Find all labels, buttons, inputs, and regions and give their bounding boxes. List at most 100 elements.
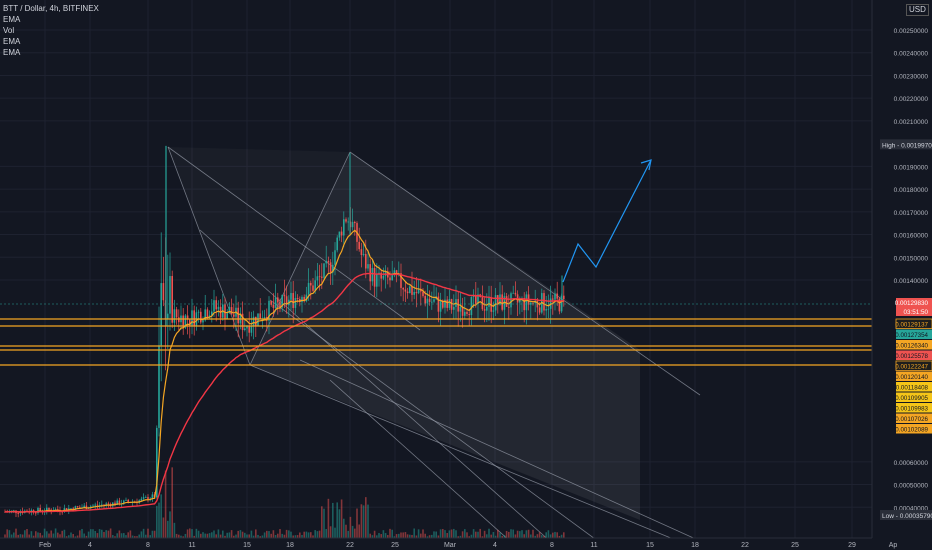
candle-body bbox=[334, 250, 336, 265]
volume-bar bbox=[140, 531, 143, 538]
candle-body bbox=[142, 497, 145, 499]
volume-bar bbox=[167, 520, 169, 538]
volume-bar bbox=[301, 534, 303, 538]
level-price-tag bbox=[896, 403, 932, 413]
candle-body bbox=[554, 293, 556, 300]
volume-bar bbox=[556, 532, 558, 538]
volume-bar bbox=[52, 533, 55, 538]
candle-body bbox=[116, 500, 118, 505]
volume-bar bbox=[13, 532, 15, 538]
indicator-ema-1[interactable]: EMA bbox=[3, 15, 21, 24]
candle-body bbox=[290, 293, 292, 300]
volume-bar bbox=[235, 534, 237, 538]
volume-bar bbox=[182, 536, 184, 538]
time-tick-label: 4 bbox=[493, 542, 497, 549]
volume-bar bbox=[206, 533, 209, 538]
candle-body bbox=[365, 254, 367, 269]
volume-bar bbox=[68, 535, 70, 538]
volume-bar bbox=[230, 530, 233, 538]
time-tick-label: 22 bbox=[346, 542, 354, 549]
candle-body bbox=[393, 270, 396, 276]
candle-body bbox=[70, 508, 72, 510]
symbol-title[interactable]: BTT / Dollar, 4h, BITFINEX bbox=[3, 4, 99, 13]
volume-bar bbox=[186, 529, 189, 538]
volume-bar bbox=[123, 533, 125, 538]
volume-bar bbox=[279, 529, 281, 538]
candle-body bbox=[76, 506, 79, 508]
level-price-label: 0.00109983 bbox=[895, 406, 928, 413]
volume-bar bbox=[426, 536, 429, 538]
volume-bar bbox=[28, 534, 30, 538]
candle-body bbox=[248, 326, 250, 333]
candle-body bbox=[307, 282, 310, 295]
volume-bar bbox=[19, 534, 22, 538]
candle-body bbox=[404, 289, 407, 292]
candle-body bbox=[508, 306, 510, 308]
volume-bar bbox=[76, 535, 79, 538]
candle-body bbox=[428, 298, 431, 302]
volume-bar bbox=[552, 532, 554, 538]
chart-legend: BTT / Dollar, 4h, BITFINEX EMA Vol EMA E… bbox=[3, 3, 99, 58]
volume-bar bbox=[116, 533, 118, 538]
volume-bar bbox=[180, 535, 182, 538]
candle-body bbox=[532, 302, 534, 304]
volume-bar bbox=[103, 531, 105, 538]
volume-bar bbox=[435, 531, 437, 538]
candle-body bbox=[215, 300, 217, 310]
volume-bar bbox=[354, 528, 356, 538]
volume-bar bbox=[563, 532, 565, 538]
volume-bar bbox=[222, 530, 224, 538]
candle-body bbox=[277, 297, 279, 303]
candle-body bbox=[547, 308, 550, 310]
volume-bar bbox=[310, 532, 312, 538]
candle-body bbox=[255, 316, 257, 326]
volume-bar bbox=[37, 532, 39, 538]
candle-body bbox=[424, 296, 426, 304]
volume-bar bbox=[389, 528, 391, 538]
candle-body bbox=[189, 319, 191, 326]
indicator-ema-3[interactable]: EMA bbox=[3, 48, 21, 57]
currency-label[interactable]: USD bbox=[906, 4, 929, 16]
volume-bar bbox=[318, 530, 321, 538]
candle-body bbox=[171, 276, 173, 323]
volume-bar bbox=[516, 530, 519, 538]
countdown-value: 03:51:50 bbox=[903, 309, 928, 316]
price-tick-label: 0.00230000 bbox=[894, 73, 929, 80]
volume-bar bbox=[428, 535, 431, 538]
candle-body bbox=[391, 275, 393, 281]
candle-body bbox=[103, 504, 105, 506]
indicator-ema-2[interactable]: EMA bbox=[3, 37, 21, 46]
volume-bar bbox=[79, 530, 81, 538]
candle-body bbox=[35, 512, 37, 514]
volume-bar bbox=[107, 530, 110, 538]
candle-body bbox=[292, 293, 294, 308]
volume-bar bbox=[332, 502, 334, 538]
candle-body bbox=[444, 299, 446, 308]
price-axis-bg bbox=[872, 0, 932, 550]
volume-bar bbox=[277, 533, 279, 538]
candle-body bbox=[310, 282, 312, 286]
indicator-vol[interactable]: Vol bbox=[3, 26, 15, 35]
volume-bar bbox=[536, 534, 539, 538]
candle-body bbox=[362, 254, 365, 256]
volume-bar bbox=[519, 531, 521, 538]
volume-bar bbox=[228, 532, 231, 538]
volume-bar bbox=[285, 529, 288, 538]
volume-bar bbox=[351, 525, 354, 538]
volume-bar bbox=[442, 529, 444, 538]
volume-bar bbox=[92, 529, 94, 538]
candle-body bbox=[486, 306, 488, 311]
level-price-label: 0.00102089 bbox=[895, 427, 928, 434]
volume-bar bbox=[371, 535, 374, 538]
candle-body bbox=[409, 286, 411, 294]
volume-bar bbox=[367, 504, 369, 538]
candle-body bbox=[252, 316, 255, 327]
candle-body bbox=[246, 326, 248, 329]
volume-bar bbox=[118, 530, 121, 538]
volume-bar bbox=[378, 533, 380, 538]
candle-body bbox=[283, 294, 286, 297]
level-price-label: 0.00107026 bbox=[895, 416, 928, 423]
candle-body bbox=[558, 298, 561, 312]
candle-body bbox=[494, 295, 497, 311]
